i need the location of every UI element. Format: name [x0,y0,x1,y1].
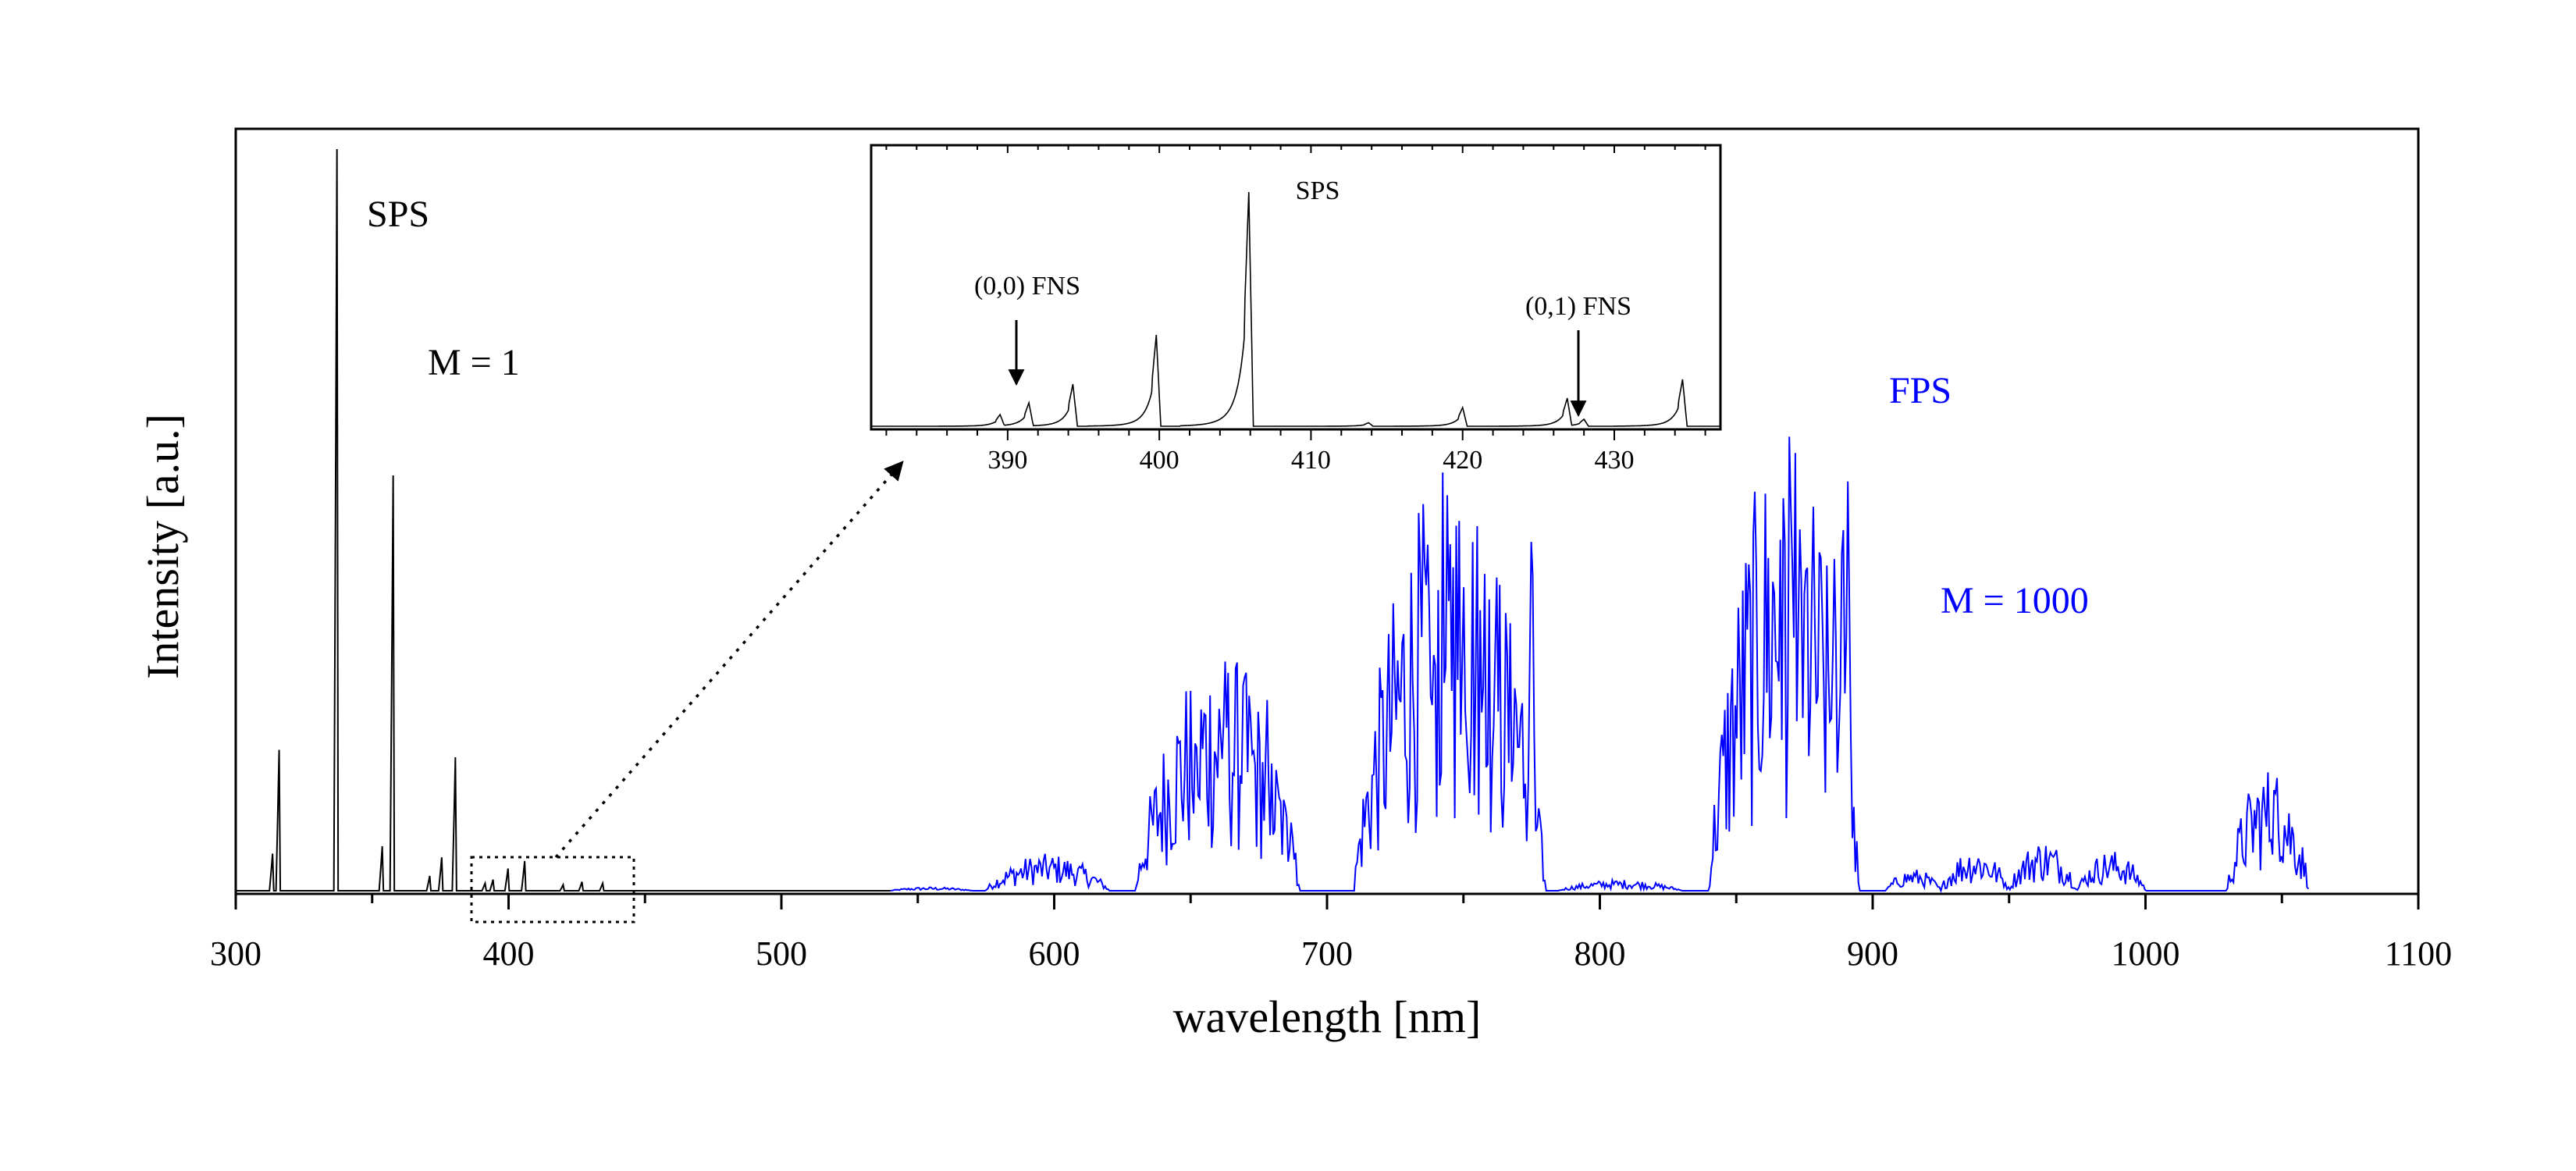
inset-x-ticks: 390 400 410 420 430 [885,145,1706,475]
x-tick-label: 600 [1029,934,1080,973]
sps-series-line [236,148,891,892]
main-series-group [236,148,2310,894]
x-tick-label: 300 [210,934,262,973]
x-tick-label: 700 [1301,934,1353,973]
inset-title: SPS [1296,176,1340,205]
x-tick-label: 1000 [2112,934,2180,973]
inset-x-tick-label: 400 [1140,446,1179,475]
fps-annotation: FPS [1889,370,1952,411]
x-tick-label: 1100 [2385,934,2452,973]
fps-multiplier-annotation: M = 1000 [1941,580,2089,621]
zoom-region-box [470,856,635,924]
x-tick-label: 500 [756,934,807,973]
inset-x-tick-label: 390 [987,446,1027,475]
zoom-connector-arrow [554,461,904,859]
sps-annotation: SPS [367,194,429,235]
inset-series-group [871,191,1720,427]
fps-series-line [890,436,2310,894]
main-x-ticks: 300 400 500 600 700 800 900 1000 1100 [210,894,2452,973]
x-tick-label: 400 [483,934,535,973]
inset-fns00-label: (0,0) FNS [974,272,1080,301]
x-tick-label: 900 [1847,934,1898,973]
inset-x-tick-label: 420 [1443,446,1482,475]
inset-x-tick-label: 410 [1291,446,1331,475]
x-axis-label: wavelength [nm] [1173,991,1482,1042]
sps-multiplier-annotation: M = 1 [428,342,520,383]
inset-x-tick-label: 430 [1595,446,1635,475]
inset-series-line [871,191,1720,427]
y-axis-label: Intensity [a.u.] [137,414,188,679]
x-tick-label: 800 [1574,934,1626,973]
inset-fns01-label: (0,1) FNS [1525,292,1631,321]
